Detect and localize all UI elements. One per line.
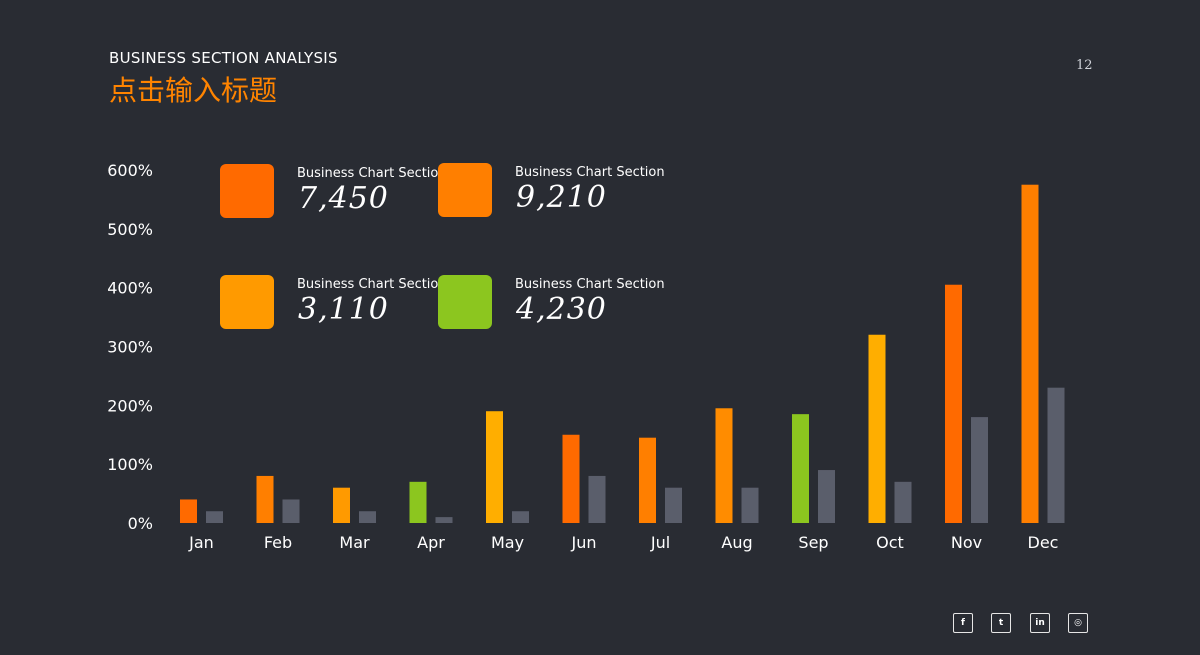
bar-primary-feb bbox=[256, 475, 274, 523]
x-tick-label: Oct bbox=[876, 533, 904, 552]
stat-value: 9,210 bbox=[516, 180, 607, 215]
bar-primary-jul bbox=[639, 437, 656, 523]
bar-secondary-sep bbox=[818, 470, 835, 523]
bar-primary-may bbox=[486, 411, 503, 523]
x-tick-label: Aug bbox=[721, 533, 752, 552]
bar-primary-sep bbox=[792, 414, 809, 523]
bar-primary-aug bbox=[715, 408, 733, 523]
x-tick-label: Mar bbox=[339, 533, 370, 552]
stat-value: 3,110 bbox=[298, 292, 389, 327]
bar-primary-jun bbox=[562, 434, 580, 523]
y-tick-label: 500% bbox=[107, 220, 153, 239]
stat-swatch bbox=[438, 275, 492, 329]
bar-secondary-may bbox=[512, 511, 529, 523]
y-tick-label: 600% bbox=[107, 161, 153, 180]
bar-primary-oct bbox=[868, 334, 886, 523]
stat-label: Business Chart Section bbox=[297, 166, 447, 181]
page-title: 点击输入标题 bbox=[109, 74, 278, 107]
x-tick-label: May bbox=[491, 533, 524, 552]
bar-secondary-aug bbox=[741, 487, 759, 523]
stat-label: Business Chart Section bbox=[515, 277, 665, 292]
stat-label: Business Chart Section bbox=[515, 165, 665, 180]
stat-value: 4,230 bbox=[516, 292, 607, 327]
bar-secondary-feb bbox=[282, 499, 300, 523]
bar-secondary-dec bbox=[1047, 387, 1065, 523]
linkedin-icon[interactable]: in bbox=[1030, 613, 1050, 633]
stat-card-1: Business Chart Section 7,450 bbox=[220, 164, 447, 220]
bar-primary-mar bbox=[333, 487, 350, 523]
bar-primary-dec bbox=[1021, 184, 1039, 524]
stat-swatch bbox=[438, 163, 492, 217]
stat-label: Business Chart Section bbox=[297, 277, 447, 292]
bar-secondary-mar bbox=[359, 511, 376, 523]
y-tick-label: 400% bbox=[107, 279, 153, 298]
y-tick-label: 100% bbox=[107, 455, 153, 474]
x-tick-label: Apr bbox=[417, 533, 445, 552]
x-tick-label: Dec bbox=[1028, 533, 1059, 552]
stat-value: 7,450 bbox=[298, 181, 389, 216]
bar-secondary-oct bbox=[894, 481, 912, 523]
bar-secondary-jun bbox=[588, 475, 606, 523]
y-tick-label: 300% bbox=[107, 338, 153, 357]
stat-card-3: Business Chart Section 3,110 bbox=[220, 275, 447, 331]
bar-primary-jan bbox=[180, 499, 197, 523]
twitter-icon[interactable]: t bbox=[991, 613, 1011, 633]
x-tick-label: Sep bbox=[798, 533, 828, 552]
facebook-icon[interactable]: f bbox=[953, 613, 973, 633]
bar-secondary-jul bbox=[665, 487, 682, 523]
section-subtitle: BUSINESS SECTION ANALYSIS bbox=[109, 49, 338, 67]
x-tick-label: Jun bbox=[571, 533, 597, 552]
stat-swatch bbox=[220, 164, 274, 218]
x-tick-label: Feb bbox=[264, 533, 292, 552]
instagram-icon[interactable]: ◎ bbox=[1068, 613, 1088, 633]
bar-primary-nov bbox=[945, 284, 962, 523]
x-tick-label: Jan bbox=[188, 533, 214, 552]
stat-card-2: Business Chart Section 9,210 bbox=[438, 163, 665, 219]
bar-secondary-nov bbox=[971, 417, 988, 523]
bar-secondary-apr bbox=[435, 517, 453, 523]
stat-swatch bbox=[220, 275, 274, 329]
y-tick-label: 200% bbox=[107, 396, 153, 415]
y-tick-label: 0% bbox=[128, 514, 153, 533]
stat-card-4: Business Chart Section 4,230 bbox=[438, 275, 665, 331]
bar-primary-apr bbox=[409, 481, 427, 523]
bar-secondary-jan bbox=[206, 511, 223, 523]
x-tick-label: Jul bbox=[650, 533, 670, 552]
page-number: 12 bbox=[1076, 58, 1093, 73]
x-tick-label: Nov bbox=[951, 533, 982, 552]
